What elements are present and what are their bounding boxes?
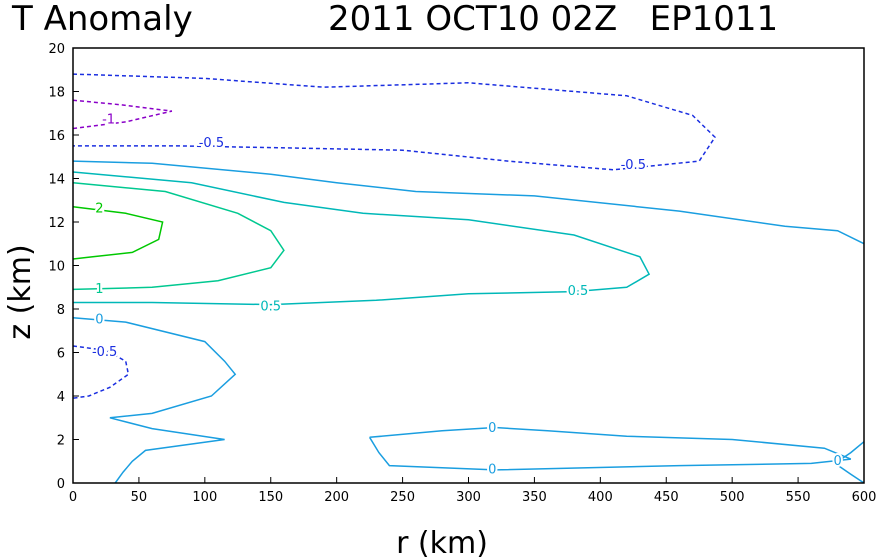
y-tick-label-6: 12 (48, 216, 65, 231)
contour-line-2 (72, 345, 130, 399)
contour-line-7 (72, 316, 237, 484)
x-tick-label-1: 50 (131, 490, 148, 505)
x-tick-label-8: 400 (588, 490, 613, 505)
plot-frame (72, 47, 865, 484)
contour-label-6: 0.5 (260, 299, 281, 314)
contour-label-1: -0.5 (199, 136, 224, 151)
x-tick-label-11: 550 (786, 490, 811, 505)
contour-lines (72, 73, 865, 484)
x-tick-label-12: 600 (852, 490, 877, 505)
contour-label-7: 0.5 (568, 284, 589, 299)
contour-label-11: 0 (833, 454, 841, 469)
contour-line-3 (72, 160, 865, 245)
contour-line-1 (72, 99, 173, 130)
x-tick-label-2: 100 (192, 490, 217, 505)
y-tick-label-2: 4 (57, 390, 65, 405)
contour-line-9 (833, 441, 865, 484)
contour-label-0: -1 (102, 112, 115, 127)
x-tick-label-6: 300 (456, 490, 481, 505)
x-tick-label-10: 500 (720, 490, 745, 505)
axes: 0 50 100 150 200 250 300 350 400 450 500 550 6000246… (48, 42, 876, 505)
contour-line-4 (72, 171, 651, 306)
contour-label-2: -0.5 (621, 158, 646, 173)
y-tick-label-7: 14 (48, 173, 65, 188)
contour-line-8 (368, 426, 852, 471)
contour-label-8: 0 (95, 312, 103, 327)
y-tick-label-3: 6 (57, 347, 65, 362)
x-tick-label-0: 0 (69, 490, 77, 505)
contour-label-3: -0.5 (92, 345, 117, 360)
contour-line-5 (72, 182, 285, 291)
y-tick-label-5: 10 (48, 260, 65, 275)
y-tick-label-8: 16 (48, 129, 65, 144)
y-tick-label-1: 2 (57, 434, 65, 449)
chart-title-left: T Anomaly (11, 0, 193, 39)
contour-label-5: 1 (95, 282, 103, 297)
x-tick-label-3: 150 (258, 490, 283, 505)
contour-labels: -1 -0.5 -0.5 -0.5 2 1 0.5 0.5 0 0 0 0 (90, 110, 844, 479)
y-tick-label-0: 0 (57, 477, 65, 492)
contour-line-0 (72, 73, 716, 171)
contour-label-4: 2 (95, 201, 103, 216)
contour-label-10: 0 (488, 462, 496, 477)
chart-title-right: 2011 OCT10 02Z EP1011 (328, 0, 778, 39)
x-axis-label: r (km) (396, 526, 488, 558)
x-tick-label-9: 450 (654, 490, 679, 505)
y-tick-label-4: 8 (57, 303, 65, 318)
y-axis-label: z (km) (3, 244, 38, 339)
y-tick-label-10: 20 (48, 42, 65, 57)
x-tick-label-4: 200 (324, 490, 349, 505)
y-tick-label-9: 18 (48, 86, 65, 101)
x-tick-label-5: 250 (390, 490, 415, 505)
x-tick-label-7: 350 (522, 490, 547, 505)
contour-label-9: 0 (488, 421, 496, 436)
contour-line-6 (72, 206, 164, 260)
